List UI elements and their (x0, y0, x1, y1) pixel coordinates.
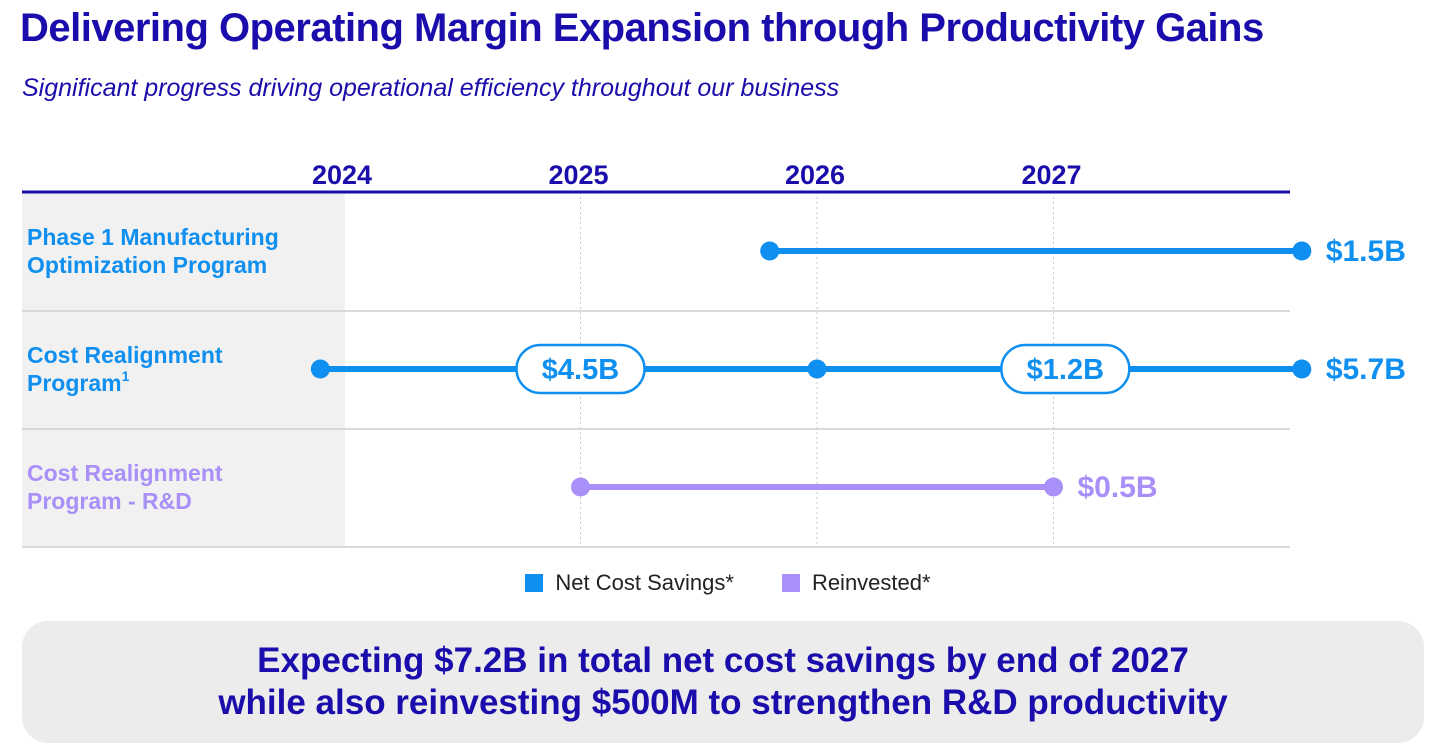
row-label-bg (22, 193, 345, 311)
row-label-bg (22, 311, 345, 429)
legend-swatch-reinvested (781, 574, 800, 592)
page-title: Delivering Operating Margin Expansion th… (20, 6, 1264, 50)
legend-item-reinvested: Reinvested* (781, 570, 931, 596)
year-label-2025: 2025 (548, 160, 608, 190)
timeline-end-dot (1292, 241, 1312, 261)
page-subtitle: Significant progress driving operational… (22, 74, 840, 102)
callout-line-1: Expecting $7.2B in total net cost saving… (257, 641, 1189, 680)
timeline-end-dot (1292, 359, 1312, 379)
legend-item-net-cost-savings: Net Cost Savings* (525, 570, 734, 596)
legend-label-reinvested: Reinvested* (811, 570, 931, 595)
legend: Net Cost Savings* Reinvested* (0, 570, 1456, 596)
year-label-2026: 2026 (785, 160, 845, 190)
segment-value-pill (515, 343, 646, 395)
segment-value-pill (1000, 343, 1131, 395)
row-total-label: $1.5B (1326, 235, 1406, 268)
row-label-line: Program - R&D (27, 488, 192, 514)
row-total-label: $5.7B (1326, 353, 1406, 386)
timeline-milestone-dot (807, 359, 827, 379)
legend-swatch-net-cost-savings (525, 574, 544, 592)
timeline-start-dot (571, 477, 590, 497)
segment-value-label: $1.2B (1027, 354, 1104, 386)
timeline-end-dot (1044, 477, 1063, 497)
row-label-superscript: 1 (122, 368, 130, 384)
summary-callout: Expecting $7.2B in total net cost saving… (22, 621, 1424, 743)
year-label-2024: 2024 (312, 160, 372, 190)
year-label-2027: 2027 (1021, 160, 1081, 190)
legend-label-net-cost-savings: Net Cost Savings* (555, 570, 734, 595)
timeline-start-dot (310, 359, 330, 379)
row-label-line: Program1 (27, 368, 130, 396)
row-label-line: Phase 1 Manufacturing (27, 224, 279, 250)
timeline-chart: 2024 2025 2026 2027 Phase 1 ManufacturingOpt… (22, 160, 1406, 548)
row-label-line: Cost Realignment (27, 460, 223, 486)
row-label-line: Optimization Program (27, 252, 267, 278)
timeline-start-dot (760, 241, 780, 261)
row-total-label: $0.5B (1078, 471, 1158, 504)
segment-value-label: $4.5B (542, 354, 619, 386)
callout-line-2: while also reinvesting $500M to strength… (218, 683, 1228, 722)
row-label-line: Cost Realignment (27, 342, 223, 368)
row-label-bg (22, 429, 345, 547)
